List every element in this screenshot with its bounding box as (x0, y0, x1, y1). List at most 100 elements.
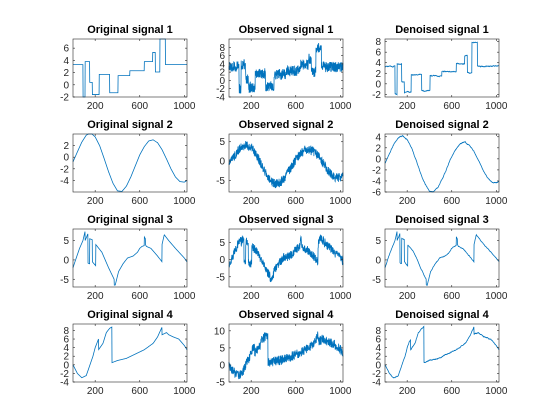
y-tick-label: 2 (375, 352, 381, 363)
plot-area (385, 229, 499, 287)
axes-box (228, 133, 344, 193)
y-tick-label: 2 (63, 68, 69, 79)
axes-box (384, 228, 500, 288)
y-tick-label: -2 (60, 164, 69, 175)
y-tick-label: 0 (63, 80, 69, 91)
subplot-title: Observed signal 3 (239, 214, 334, 226)
x-tick-label: 1000 (173, 101, 196, 112)
y-tick-label: -5 (372, 275, 381, 286)
y-tick-label: -5 (216, 378, 225, 389)
y-tick-label: -5 (216, 272, 225, 283)
y-tick-label: 0 (63, 153, 69, 164)
y-tick-label: 2 (375, 143, 381, 154)
axes-box (384, 323, 500, 383)
y-tick-label: 0 (219, 255, 225, 266)
y-tick-label: 4 (375, 132, 381, 143)
subplot-title: Observed signal 4 (239, 309, 335, 321)
x-tick-label: 1000 (329, 386, 352, 397)
axes-box (384, 38, 500, 98)
y-tick-label: 0 (219, 76, 225, 87)
x-tick-label: 200 (87, 291, 104, 302)
y-tick-label: 0 (375, 154, 381, 165)
axes-box (72, 38, 188, 98)
y-tick-label: 6 (375, 48, 381, 59)
y-tick-label: 5 (219, 137, 225, 148)
plot-area (73, 134, 187, 192)
subplot-5: 200 600 1000 -5 0 5 Observed signal 2 (216, 119, 352, 207)
x-tick-label: 600 (443, 196, 460, 207)
x-tick-label: 600 (287, 196, 304, 207)
y-tick-label: 0 (219, 157, 225, 168)
axes-box (384, 133, 500, 193)
y-tick-label: -4 (216, 93, 225, 104)
y-tick-label: 5 (219, 343, 225, 354)
y-tick-label: -5 (216, 176, 225, 187)
x-tick-label: 600 (131, 291, 148, 302)
axes-box (228, 38, 344, 98)
x-tick-label: 200 (243, 291, 260, 302)
x-tick-label: 1000 (173, 291, 196, 302)
x-tick-label: 600 (443, 386, 460, 397)
subplot-title: Denoised signal 4 (395, 309, 489, 321)
signal-line (228, 234, 344, 283)
axes-box (72, 323, 188, 383)
subplot-title: Denoised signal 2 (395, 119, 489, 131)
y-tick-label: 0 (375, 360, 381, 371)
y-tick-label: 5 (219, 238, 225, 249)
signal-line (72, 231, 188, 286)
x-tick-label: 200 (87, 101, 104, 112)
y-tick-label: -2 (216, 84, 225, 95)
x-tick-label: 200 (399, 291, 416, 302)
y-tick-label: 6 (63, 335, 69, 346)
subplot-11: 200 600 1000 -5 0 5 10 Observed signal 4 (214, 309, 352, 397)
y-tick-label: 6 (375, 335, 381, 346)
x-tick-label: 200 (87, 196, 104, 207)
subplot-8: 200 600 1000 -5 0 5 Observed signal 3 (216, 214, 352, 302)
x-tick-label: 1000 (329, 101, 352, 112)
x-tick-label: 600 (131, 386, 148, 397)
plot-area (385, 39, 499, 97)
subplot-title: Observed signal 2 (239, 119, 334, 131)
x-tick-label: 1000 (485, 196, 508, 207)
y-tick-label: -4 (60, 176, 69, 187)
plot-area (73, 229, 187, 287)
y-tick-label: -5 (60, 275, 69, 286)
x-tick-label: 600 (131, 196, 148, 207)
x-tick-label: 1000 (173, 196, 196, 207)
x-tick-label: 200 (399, 386, 416, 397)
signal-line (384, 134, 500, 193)
x-tick-label: 600 (443, 291, 460, 302)
x-tick-label: 1000 (485, 386, 508, 397)
x-tick-label: 600 (287, 291, 304, 302)
subplot-title: Observed signal 1 (239, 24, 334, 36)
signal-line (228, 140, 344, 189)
axes-box (228, 323, 344, 383)
y-tick-label: 2 (375, 69, 381, 80)
axes-box (228, 228, 344, 288)
y-tick-label: 4 (375, 58, 381, 69)
y-tick-label: -4 (372, 176, 381, 187)
y-tick-label: 8 (375, 37, 381, 48)
y-tick-label: -6 (372, 188, 381, 199)
x-tick-label: 600 (287, 386, 304, 397)
y-tick-label: 6 (219, 51, 225, 62)
y-tick-label: 0 (63, 360, 69, 371)
axes-box (72, 228, 188, 288)
y-tick-label: -4 (372, 378, 381, 389)
signal-line (73, 38, 187, 98)
y-tick-label: 5 (63, 236, 69, 247)
x-tick-label: 200 (243, 101, 260, 112)
x-tick-label: 1000 (485, 101, 508, 112)
x-tick-label: 1000 (329, 291, 352, 302)
subplot-title: Denoised signal 1 (395, 24, 489, 36)
y-tick-label: -4 (60, 378, 69, 389)
y-tick-label: 4 (219, 59, 225, 70)
y-tick-label: 4 (63, 56, 69, 67)
x-tick-label: 600 (287, 101, 304, 112)
signal-line (228, 42, 344, 94)
plot-area (385, 324, 499, 382)
y-tick-label: 5 (375, 236, 381, 247)
